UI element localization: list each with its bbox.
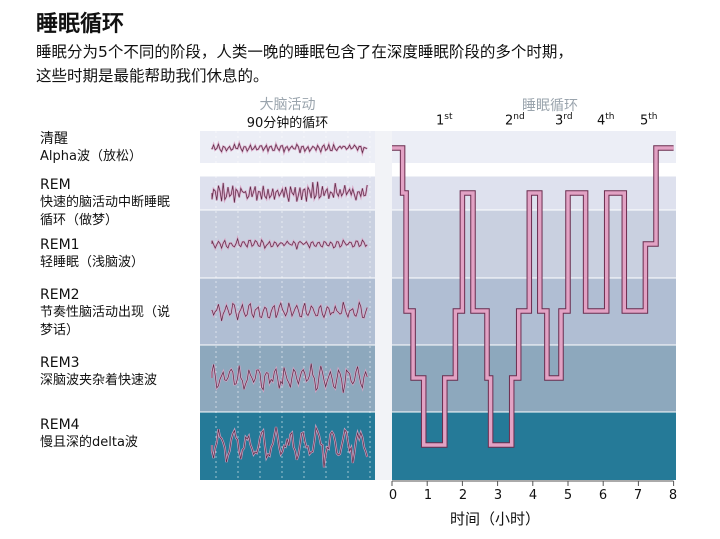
band-cycle-awake xyxy=(392,131,676,163)
x-tick-2: 2 xyxy=(458,488,468,503)
x-tick-4: 4 xyxy=(528,488,538,503)
stage-label-rem2: REM2 节奏性脑活动出现（说 梦话） xyxy=(40,287,171,338)
x-tick-7: 7 xyxy=(633,488,643,503)
x-tick-3: 3 xyxy=(493,488,503,503)
hypnogram-line xyxy=(392,146,674,447)
cycle-label-3: 3rd xyxy=(555,112,573,129)
cycle-label-1: 1st xyxy=(436,112,453,129)
band-brain-rem4 xyxy=(200,412,375,480)
subtitle-line-2: 这些时期是最能帮助我们休息的。 xyxy=(36,67,269,85)
brain-wave-core-rem2 xyxy=(211,301,368,322)
sleep-cycle-header: 睡眠循环 xyxy=(522,98,578,114)
subtitle: 睡眠分为5个不同的阶段，人类一晚的睡眠包含了在深度睡眠阶段的多个时期， 这些时期… xyxy=(36,40,696,88)
stage-label-rem1: REM1 轻睡眠（浅脑波） xyxy=(40,237,145,270)
brain-activity-header: 大脑活动 xyxy=(259,97,316,113)
brain-cycle-subheader: 90分钟的循环 xyxy=(246,116,329,131)
brain-wave-core-awake xyxy=(211,142,368,154)
cycle-label-4: 4th xyxy=(597,112,615,129)
x-tick-0: 0 xyxy=(388,488,398,503)
stage-label-rem3: REM3 深脑波夹杂着快速波 xyxy=(40,355,158,388)
x-tick-8: 8 xyxy=(668,488,678,503)
stage-label-rem: REM 快速的脑活动中断睡眠 循环（做梦） xyxy=(40,177,171,228)
brain-wave-core-rem1 xyxy=(211,237,368,250)
page-title: 睡眠循环 xyxy=(36,12,125,37)
brain-wave-core-rem4 xyxy=(211,426,368,468)
stage-label-rem4: REM4 慢且深的delta波 xyxy=(40,417,138,450)
x-tick-5: 5 xyxy=(563,488,573,503)
brain-wave-core-rem3 xyxy=(211,363,368,393)
band-cycle-rem3 xyxy=(392,345,676,412)
stage-label-awake: 清醒 Alpha波（放松） xyxy=(40,131,142,164)
x-axis-title: 时间（小时） xyxy=(450,510,541,528)
x-tick-1: 1 xyxy=(423,488,433,503)
band-cycle-rem1 xyxy=(392,210,676,278)
brain-wave-core-rem xyxy=(211,181,368,203)
subtitle-line-1: 睡眠分为5个不同的阶段，人类一晚的睡眠包含了在深度睡眠阶段的多个时期， xyxy=(36,43,573,61)
cycle-label-5: 5th xyxy=(640,112,658,129)
panel-separator xyxy=(375,131,392,480)
x-tick-6: 6 xyxy=(598,488,608,503)
cycle-label-2: 2nd xyxy=(505,112,525,129)
